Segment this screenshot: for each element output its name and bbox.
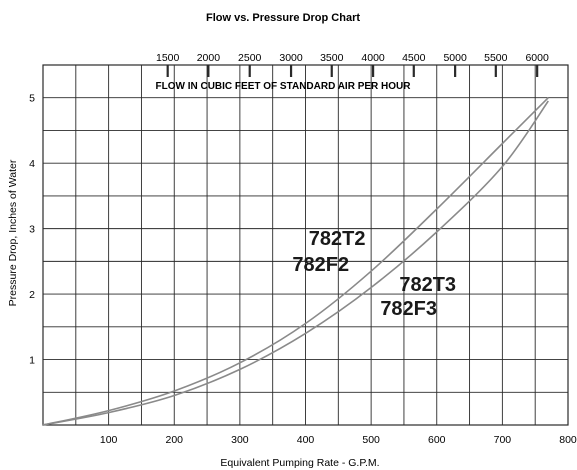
x-tick-label: 500 [362, 434, 380, 446]
x-tick-label: 300 [231, 434, 249, 446]
curve-label: 782T3 [399, 274, 456, 296]
y-tick-label: 3 [29, 224, 35, 236]
top-tick-label: 6000 [525, 52, 549, 64]
x-tick-label: 400 [297, 434, 315, 446]
curve-label: 782F3 [380, 298, 437, 320]
x-axis-label: Equivalent Pumping Rate - G.P.M. [220, 457, 379, 469]
curve-label: 782T2 [309, 228, 366, 250]
top-tick-label: 5500 [484, 52, 508, 64]
y-tick-labels: 1 2 3 4 5 [29, 93, 35, 367]
top-tick-label: 2000 [197, 52, 221, 64]
top-axis-label: FLOW IN CUBIC FEET OF STANDARD AIR PER H… [156, 81, 412, 92]
y-tick-label: 2 [29, 289, 35, 301]
curve-label: 782F2 [292, 254, 349, 276]
top-tick-label: 4000 [361, 52, 385, 64]
top-tick-label: 3000 [279, 52, 303, 64]
top-tick-label: 3500 [320, 52, 344, 64]
top-tick-label: 2500 [238, 52, 262, 64]
top-tick-label: 4500 [402, 52, 426, 64]
y-tick-label: 4 [29, 158, 35, 170]
x-tick-label: 600 [428, 434, 446, 446]
x-tick-labels: 100 200 300 400 500 600 700 800 [100, 434, 577, 446]
x-tick-label: 200 [165, 434, 183, 446]
y-tick-label: 1 [29, 355, 35, 367]
chart-title: Flow vs. Pressure Drop Chart [206, 12, 360, 24]
y-axis-label: Pressure Drop, Inches of Water [7, 159, 19, 306]
grid [43, 65, 568, 425]
x-tick-label: 100 [100, 434, 118, 446]
x-tick-label: 800 [559, 434, 577, 446]
top-tick-label: 5000 [443, 52, 467, 64]
y-tick-label: 5 [29, 93, 35, 105]
top-tick-label: 1500 [156, 52, 180, 64]
x-tick-label: 700 [494, 434, 512, 446]
